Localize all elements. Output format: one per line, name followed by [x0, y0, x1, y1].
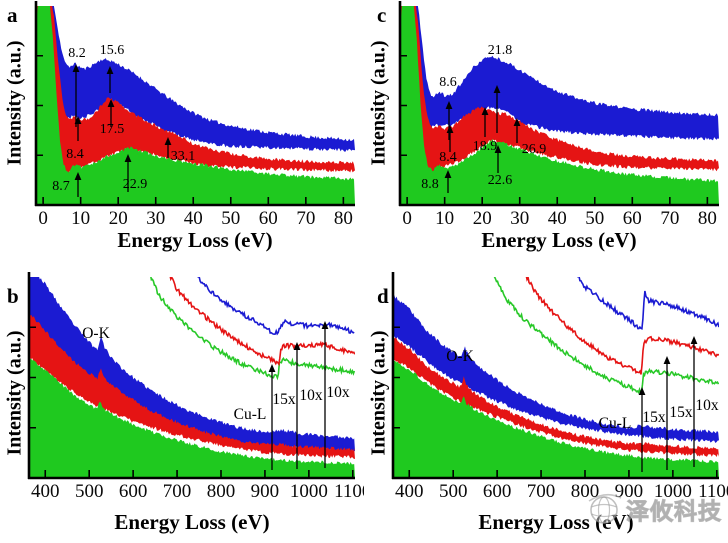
panel-letter: a	[7, 3, 18, 27]
svg-text:0: 0	[402, 208, 412, 229]
svg-text:50: 50	[585, 208, 604, 229]
y-axis-title: Intensity (a.u.)	[367, 40, 390, 166]
svg-text:60: 60	[623, 208, 642, 229]
spectra-plot: 0 10 20 30 40 50 60 70 80 8.6 21.8 8.4 18.9 26.9 8.8 22…	[398, 1, 719, 229]
svg-text:20: 20	[473, 208, 492, 229]
svg-text:80: 80	[334, 208, 353, 229]
x-axis-title: Energy Loss (eV)	[114, 510, 270, 534]
svg-text:8.6: 8.6	[439, 75, 457, 90]
panel-letter: c	[377, 3, 387, 27]
svg-text:17.5: 17.5	[100, 122, 125, 137]
panel-b: b Intensity (a.u.) 400 500 600 700 800 900 100…	[0, 271, 364, 543]
panel-letter: b	[7, 284, 19, 308]
svg-text:O-K: O-K	[82, 325, 110, 342]
svg-text:70: 70	[296, 208, 315, 229]
svg-text:500: 500	[439, 481, 468, 502]
svg-text:22.6: 22.6	[488, 173, 513, 188]
svg-text:20: 20	[109, 208, 128, 229]
spectra-plot: 40050060070080090010001100O-KCu-L15x15x1…	[391, 272, 728, 502]
svg-text:10x: 10x	[299, 387, 323, 404]
y-axis-title: Intensity (a.u.)	[3, 330, 26, 456]
svg-text:O-K: O-K	[446, 348, 474, 365]
y-axis-title: Intensity (a.u.)	[3, 40, 26, 166]
svg-text:18.9: 18.9	[473, 139, 498, 154]
watermark-text: 泽攸科技	[626, 499, 722, 525]
svg-text:Cu-L: Cu-L	[599, 415, 632, 432]
svg-text:8.4: 8.4	[66, 147, 84, 162]
svg-text:8.4: 8.4	[439, 150, 457, 165]
svg-text:80: 80	[698, 208, 717, 229]
panel-c: c Intensity (a.u.) 0 10 20 30 40 50 60 70 80 8.6 2…	[364, 0, 728, 272]
svg-text:40: 40	[548, 208, 567, 229]
svg-text:70: 70	[660, 208, 679, 229]
svg-text:Cu-L: Cu-L	[234, 406, 267, 423]
svg-text:21.8: 21.8	[488, 43, 513, 58]
svg-text:1100: 1100	[334, 481, 364, 502]
svg-text:33.1: 33.1	[171, 149, 196, 164]
svg-text:600: 600	[483, 481, 512, 502]
globe-icon	[588, 493, 622, 524]
panel-a: a Intensity (a.u.) 0 10 20 30 40 50 60 70 80 8.2 1…	[0, 0, 364, 272]
watermark: 泽攸科技	[586, 488, 722, 530]
svg-text:1000: 1000	[654, 481, 692, 502]
x-axis-title: Energy Loss (eV)	[481, 228, 637, 252]
svg-text:50: 50	[221, 208, 240, 229]
svg-text:500: 500	[75, 481, 104, 502]
svg-text:30: 30	[510, 208, 529, 229]
svg-text:700: 700	[163, 481, 192, 502]
svg-text:8.2: 8.2	[68, 46, 86, 61]
y-axis-title: Intensity (a.u.)	[367, 330, 390, 456]
svg-text:30: 30	[146, 208, 165, 229]
spectra-plot: 0 10 20 30 40 50 60 70 80 8.2 15.6 17.5 8.4 33.1 8.7 22…	[34, 1, 355, 229]
svg-text:10x: 10x	[695, 397, 719, 414]
svg-text:700: 700	[527, 481, 556, 502]
svg-text:800: 800	[207, 481, 236, 502]
svg-text:15.6: 15.6	[100, 43, 125, 58]
svg-text:400: 400	[31, 481, 60, 502]
spectra-plot: 40050060070080090010001100O-KCu-L15x10x1…	[27, 272, 364, 502]
svg-text:15x: 15x	[642, 409, 666, 426]
svg-text:26.9: 26.9	[522, 142, 547, 157]
panel-d: d Intensity (a.u.) 400 500 600 700 800 900 100…	[364, 271, 728, 543]
svg-text:15x: 15x	[669, 404, 693, 421]
svg-text:1100: 1100	[698, 481, 728, 502]
svg-text:15x: 15x	[272, 391, 296, 408]
svg-text:600: 600	[119, 481, 148, 502]
x-axis-title: Energy Loss (eV)	[117, 228, 273, 252]
svg-text:60: 60	[259, 208, 278, 229]
svg-text:10x: 10x	[326, 384, 350, 401]
svg-text:800: 800	[571, 481, 600, 502]
svg-text:22.9: 22.9	[123, 177, 148, 192]
svg-text:0: 0	[38, 208, 48, 229]
svg-text:10: 10	[435, 208, 454, 229]
svg-text:10: 10	[71, 208, 90, 229]
svg-text:40: 40	[184, 208, 203, 229]
svg-text:900: 900	[615, 481, 644, 502]
svg-text:400: 400	[395, 481, 424, 502]
svg-text:8.8: 8.8	[421, 177, 439, 192]
panel-letter: d	[377, 284, 389, 308]
svg-text:900: 900	[251, 481, 280, 502]
svg-text:8.7: 8.7	[52, 179, 70, 194]
svg-text:1000: 1000	[290, 481, 328, 502]
